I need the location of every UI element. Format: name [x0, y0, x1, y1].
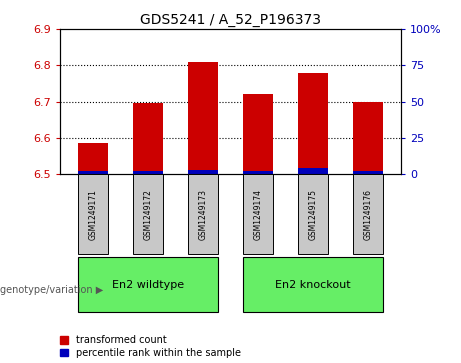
- Text: En2 wildtype: En2 wildtype: [112, 280, 184, 290]
- Bar: [188, 170, 218, 174]
- Bar: [188, 62, 218, 174]
- Bar: [353, 171, 383, 174]
- Bar: [78, 257, 218, 312]
- Bar: [243, 174, 273, 254]
- Bar: [353, 102, 383, 174]
- Bar: [188, 174, 218, 254]
- Bar: [243, 171, 273, 174]
- Text: GSM1249176: GSM1249176: [364, 189, 372, 240]
- Text: GSM1249172: GSM1249172: [143, 189, 153, 240]
- Bar: [133, 171, 163, 174]
- Bar: [133, 103, 163, 174]
- Text: GSM1249171: GSM1249171: [89, 189, 97, 240]
- Bar: [298, 168, 328, 174]
- Bar: [243, 257, 383, 312]
- Bar: [78, 143, 108, 174]
- Bar: [353, 174, 383, 254]
- Title: GDS5241 / A_52_P196373: GDS5241 / A_52_P196373: [140, 13, 321, 26]
- Text: GSM1249175: GSM1249175: [308, 189, 318, 240]
- Text: GSM1249174: GSM1249174: [254, 189, 262, 240]
- Bar: [298, 174, 328, 254]
- Bar: [133, 174, 163, 254]
- Text: genotype/variation ▶: genotype/variation ▶: [0, 285, 103, 295]
- Bar: [243, 94, 273, 174]
- Bar: [78, 171, 108, 174]
- Legend: transformed count, percentile rank within the sample: transformed count, percentile rank withi…: [60, 335, 241, 358]
- Text: En2 knockout: En2 knockout: [275, 280, 351, 290]
- Text: GSM1249173: GSM1249173: [199, 189, 207, 240]
- Bar: [78, 174, 108, 254]
- Bar: [298, 73, 328, 174]
